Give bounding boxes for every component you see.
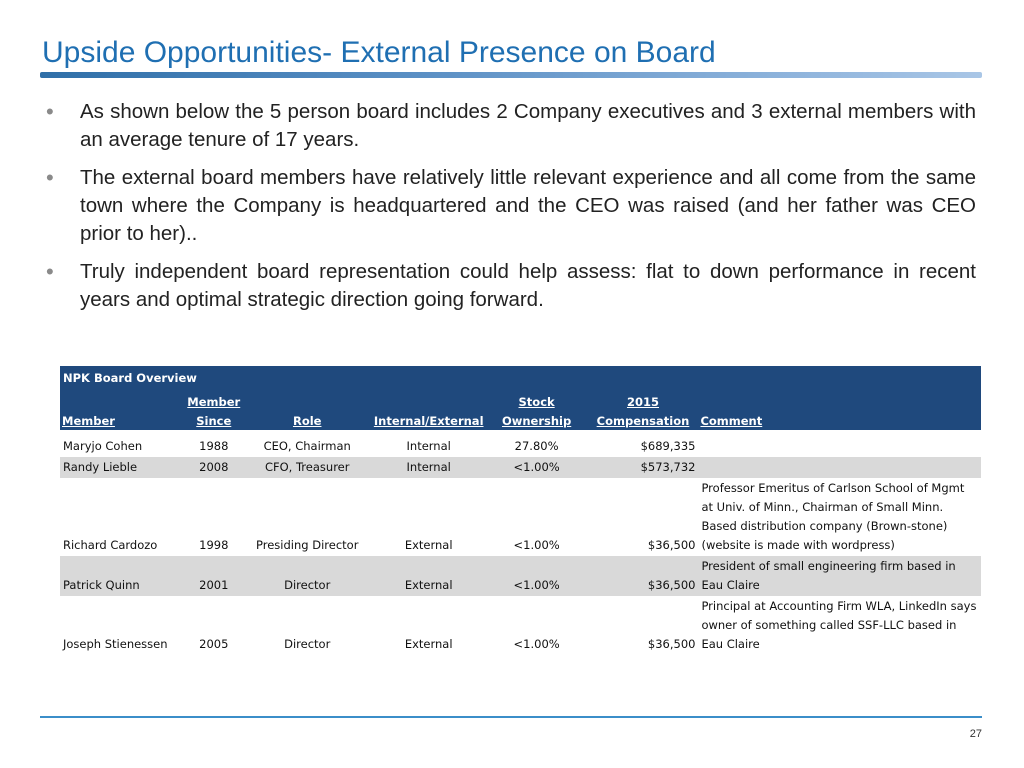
table-row: Patrick Quinn 2001 Director External <1.… (60, 556, 981, 596)
cell-role: CFO, Treasurer (242, 457, 372, 478)
table-header-row-1: Member Stock 2015 (60, 388, 981, 409)
cell-internal-external: External (371, 556, 486, 596)
cell-member: Randy Lieble (60, 457, 185, 478)
cell-member: Patrick Quinn (60, 556, 185, 596)
footer-divider (40, 716, 982, 718)
cell-role: Director (284, 637, 331, 651)
cell-member: Maryjo Cohen (63, 439, 143, 453)
cell-member: Richard Cardozo (63, 538, 158, 552)
table-row: Randy Lieble 2008 CFO, Treasurer Interna… (60, 457, 981, 478)
title-underline (40, 72, 982, 78)
cell-stock: <1.00% (513, 637, 560, 651)
bullet-list: • As shown below the 5 person board incl… (46, 98, 976, 324)
bullet-dot-icon: • (46, 165, 54, 190)
header-compensation: Compensation (587, 409, 699, 430)
bullet-item: • As shown below the 5 person board incl… (46, 98, 976, 154)
cell-since: 1998 (199, 538, 229, 552)
cell-comment: Professor Emeritus of Carlson School of … (701, 481, 965, 552)
table-title-row: NPK Board Overview (60, 366, 981, 388)
cell-comment: President of small engineering firm base… (698, 556, 981, 596)
board-overview-table: NPK Board Overview Member Stock 2015 Mem… (60, 366, 981, 655)
cell-since: 2005 (199, 637, 229, 651)
header-role-line1 (242, 388, 372, 409)
table-title: NPK Board Overview (60, 366, 981, 388)
cell-compensation: $36,500 (647, 637, 696, 651)
slide-title: Upside Opportunities- External Presence … (42, 36, 716, 69)
cell-compensation: $36,500 (587, 556, 699, 596)
cell-internal-external: Internal (371, 457, 486, 478)
page-number: 27 (969, 728, 982, 740)
bullet-dot-icon: • (46, 259, 54, 284)
header-internal-external: Internal/External (371, 409, 486, 430)
cell-comment: Principal at Accounting Firm WLA, Linked… (701, 599, 977, 651)
header-comment-line1 (698, 388, 981, 409)
cell-stock: <1.00% (485, 556, 588, 596)
cell-internal-external: Internal (406, 439, 451, 453)
table-row: Joseph Stienessen 2005 Director External… (60, 596, 981, 655)
cell-compensation: $689,335 (640, 439, 696, 453)
header-member-line1 (60, 388, 185, 409)
cell-comment (698, 457, 981, 478)
cell-since: 1988 (199, 439, 229, 453)
cell-role: CEO, Chairman (263, 439, 351, 453)
cell-member: Joseph Stienessen (63, 637, 168, 651)
header-comment: Comment (698, 409, 981, 430)
header-role: Role (242, 409, 372, 430)
bullet-dot-icon: • (46, 99, 54, 124)
header-since: Since (184, 409, 243, 430)
cell-stock: <1.00% (513, 538, 560, 552)
table-row: Richard Cardozo 1998 Presiding Director … (60, 478, 981, 556)
cell-compensation: $36,500 (647, 538, 696, 552)
header-comp-line1: 2015 (587, 388, 699, 409)
bullet-item: • Truly independent board representation… (46, 258, 976, 314)
bullet-text: Truly independent board representation c… (80, 260, 976, 311)
cell-comment (698, 436, 981, 457)
header-since-line1: Member (184, 388, 243, 409)
bullet-item: • The external board members have relati… (46, 164, 976, 248)
cell-internal-external: External (404, 637, 453, 651)
cell-stock: <1.00% (485, 457, 588, 478)
cell-role: Presiding Director (256, 538, 359, 552)
cell-stock: 27.80% (514, 439, 559, 453)
header-stock-ownership: Ownership (485, 409, 588, 430)
cell-since: 2008 (184, 457, 243, 478)
header-internal-external-line1 (371, 388, 486, 409)
header-member: Member (60, 409, 185, 430)
bullet-text: The external board members have relative… (80, 166, 976, 245)
cell-role: Director (242, 556, 372, 596)
cell-compensation: $573,732 (587, 457, 699, 478)
header-stock-line1: Stock (485, 388, 588, 409)
table-row: Maryjo Cohen 1988 CEO, Chairman Internal… (60, 436, 981, 457)
bullet-text: As shown below the 5 person board includ… (80, 100, 976, 151)
cell-since: 2001 (184, 556, 243, 596)
table-header-row-2: Member Since Role Internal/External Owne… (60, 409, 981, 430)
cell-internal-external: External (404, 538, 453, 552)
